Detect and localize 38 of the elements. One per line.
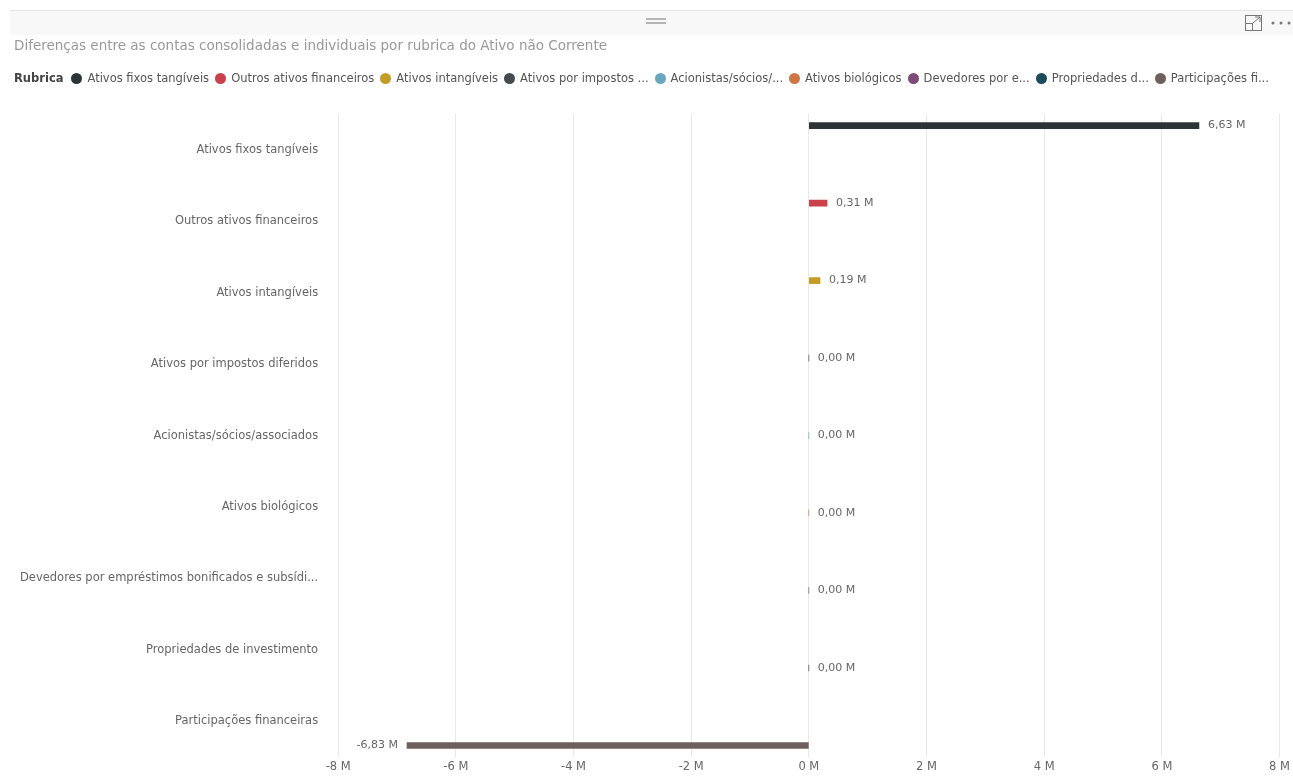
legend-label: Propriedades d...	[1051, 71, 1149, 85]
y-tick-label: Ativos por impostos diferidos	[150, 356, 319, 371]
x-tick-label: -2 M	[678, 759, 704, 774]
x-tick-label: 0 M	[798, 759, 820, 774]
x-tick-label: 6 M	[1151, 759, 1173, 774]
x-tick-label: -6 M	[443, 759, 469, 774]
legend-title: Rubrica	[14, 71, 64, 85]
data-label: 0,19 M	[829, 273, 867, 287]
x-tick-label: -8 M	[325, 759, 351, 774]
y-tick-label: Devedores por empréstimos bonificados e subsídi...	[19, 570, 319, 585]
data-label: 0,00 M	[817, 660, 856, 674]
y-tick-label: Outros ativos financeiros	[174, 213, 319, 228]
y-tick-label: Acionistas/sócios/associados	[153, 427, 319, 442]
data-label: 0,00 M	[817, 350, 856, 364]
chart-title: Diferenças entre as contas consolidadas e individuais por rubrica do Ativo não Corrente	[14, 37, 607, 53]
x-tick-label: -4 M	[560, 759, 587, 774]
legend-label: Acionistas/sócios/...	[670, 71, 784, 85]
legend-label: Participações fi...	[1170, 71, 1269, 85]
legend-label: Ativos biológicos	[805, 71, 902, 85]
data-label: -6,83 M	[356, 738, 398, 752]
x-tick-label: 4 M	[1033, 759, 1055, 774]
legend-label: Ativos intangíveis	[396, 71, 499, 85]
y-tick-label: Ativos intangíveis	[216, 284, 319, 299]
y-tick-label: Ativos biológicos	[221, 499, 319, 514]
data-label: 0,00 M	[817, 505, 856, 519]
data-label: 6,63 M	[1207, 118, 1246, 132]
data-label: 0,00 M	[817, 583, 856, 597]
data-label: 0,31 M	[836, 195, 874, 209]
legend-label: Devedores por e...	[923, 71, 1030, 85]
data-label: 0,00 M	[817, 428, 856, 442]
x-tick-label: 2 M	[916, 759, 937, 774]
legend-label: Ativos fixos tangíveis	[87, 71, 210, 85]
legend-label: Outros ativos financeiros	[231, 71, 375, 85]
y-tick-label: Participações financeiras	[175, 713, 319, 728]
y-tick-label: Propriedades de investimento	[146, 641, 319, 656]
x-tick-label: 8 M	[1269, 759, 1291, 774]
legend-label: Ativos por impostos ...	[520, 71, 649, 85]
y-tick-label: Ativos fixos tangíveis	[196, 141, 319, 156]
